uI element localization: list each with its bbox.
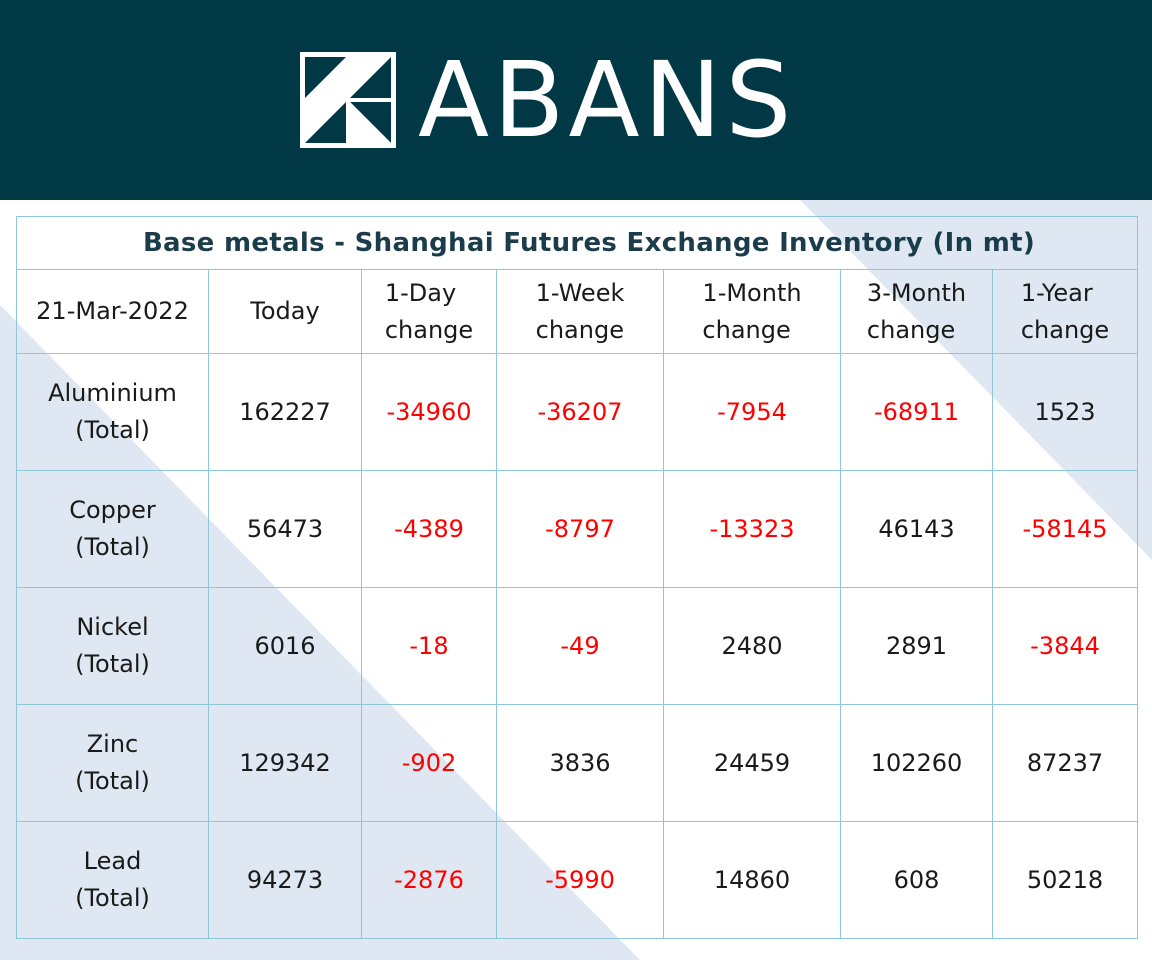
header-date: 21-Mar-2022 (16, 269, 209, 354)
cell-1-day-change: -18 (361, 587, 497, 705)
table-row: Zinc (Total) 129342 -902 3836 24459 10226… (16, 704, 1139, 822)
table-row: Lead (Total) 94273 -2876 -5990 14860 608 … (16, 821, 1139, 939)
cell-1-year-change: 1523 (991, 353, 1139, 471)
cell-today: 6016 (208, 587, 362, 705)
inventory-table: Base metals - Shanghai Futures Exchange … (15, 216, 1139, 939)
cell-3-month-change: 2891 (840, 587, 993, 705)
header-1-day-change: 1-Day change (361, 269, 497, 354)
cell-3-month-change: 46143 (840, 470, 993, 588)
brand-name: ABANS (418, 39, 796, 161)
row-metal-label: Copper (Total) (16, 470, 209, 588)
table-title-row: Base metals - Shanghai Futures Exchange … (15, 216, 1139, 270)
header-1-year-change: 1-Year change (991, 269, 1139, 354)
cell-1-week-change: -8797 (496, 470, 664, 588)
cell-3-month-change: -68911 (840, 353, 993, 471)
cell-today: 129342 (208, 704, 362, 822)
cell-1-week-change: 3836 (496, 704, 664, 822)
header-1-month-change: 1-Month change (663, 269, 841, 354)
cell-today: 56473 (208, 470, 362, 588)
abans-square-logo-icon (300, 52, 396, 148)
cell-1-month-change: -7954 (663, 353, 841, 471)
cell-1-month-change: -13323 (663, 470, 841, 588)
cell-1-week-change: -5990 (496, 821, 664, 939)
header-3-month-change: 3-Month change (840, 269, 993, 354)
cell-1-week-change: -36207 (496, 353, 664, 471)
cell-1-year-change: 50218 (991, 821, 1139, 939)
row-metal-label: Aluminium (Total) (16, 353, 209, 471)
row-metal-label: Nickel (Total) (16, 587, 209, 705)
cell-1-year-change: -3844 (991, 587, 1139, 705)
cell-3-month-change: 102260 (840, 704, 993, 822)
cell-1-year-change: 87237 (991, 704, 1139, 822)
cell-1-year-change: -58145 (991, 470, 1139, 588)
cell-3-month-change: 608 (840, 821, 993, 939)
table-row: Nickel (Total) 6016 -18 -49 2480 2891 -38… (16, 587, 1139, 705)
cell-today: 162227 (208, 353, 362, 471)
cell-1-day-change: -902 (361, 704, 497, 822)
cell-1-day-change: -4389 (361, 470, 497, 588)
table-title: Base metals - Shanghai Futures Exchange … (15, 216, 1139, 270)
cell-1-month-change: 14860 (663, 821, 841, 939)
table-header-row: 21-Mar-2022 Today 1-Day change 1-Week chan… (16, 269, 1139, 354)
cell-1-day-change: -2876 (361, 821, 497, 939)
header-today: Today (208, 269, 362, 354)
header-1-week-change: 1-Week change (496, 269, 664, 354)
cell-1-week-change: -49 (496, 587, 664, 705)
cell-1-month-change: 24459 (663, 704, 841, 822)
cell-1-month-change: 2480 (663, 587, 841, 705)
row-metal-label: Zinc (Total) (16, 704, 209, 822)
row-metal-label: Lead (Total) (16, 821, 209, 939)
cell-today: 94273 (208, 821, 362, 939)
cell-1-day-change: -34960 (361, 353, 497, 471)
table-row: Copper (Total) 56473 -4389 -8797 -13323 4… (16, 470, 1139, 588)
table-row: Aluminium (Total) 162227 -34960 -36207 -7… (16, 353, 1139, 471)
inventory-table-container: Base metals - Shanghai Futures Exchange … (15, 216, 1139, 939)
brand-header: ABANS (0, 0, 1152, 200)
